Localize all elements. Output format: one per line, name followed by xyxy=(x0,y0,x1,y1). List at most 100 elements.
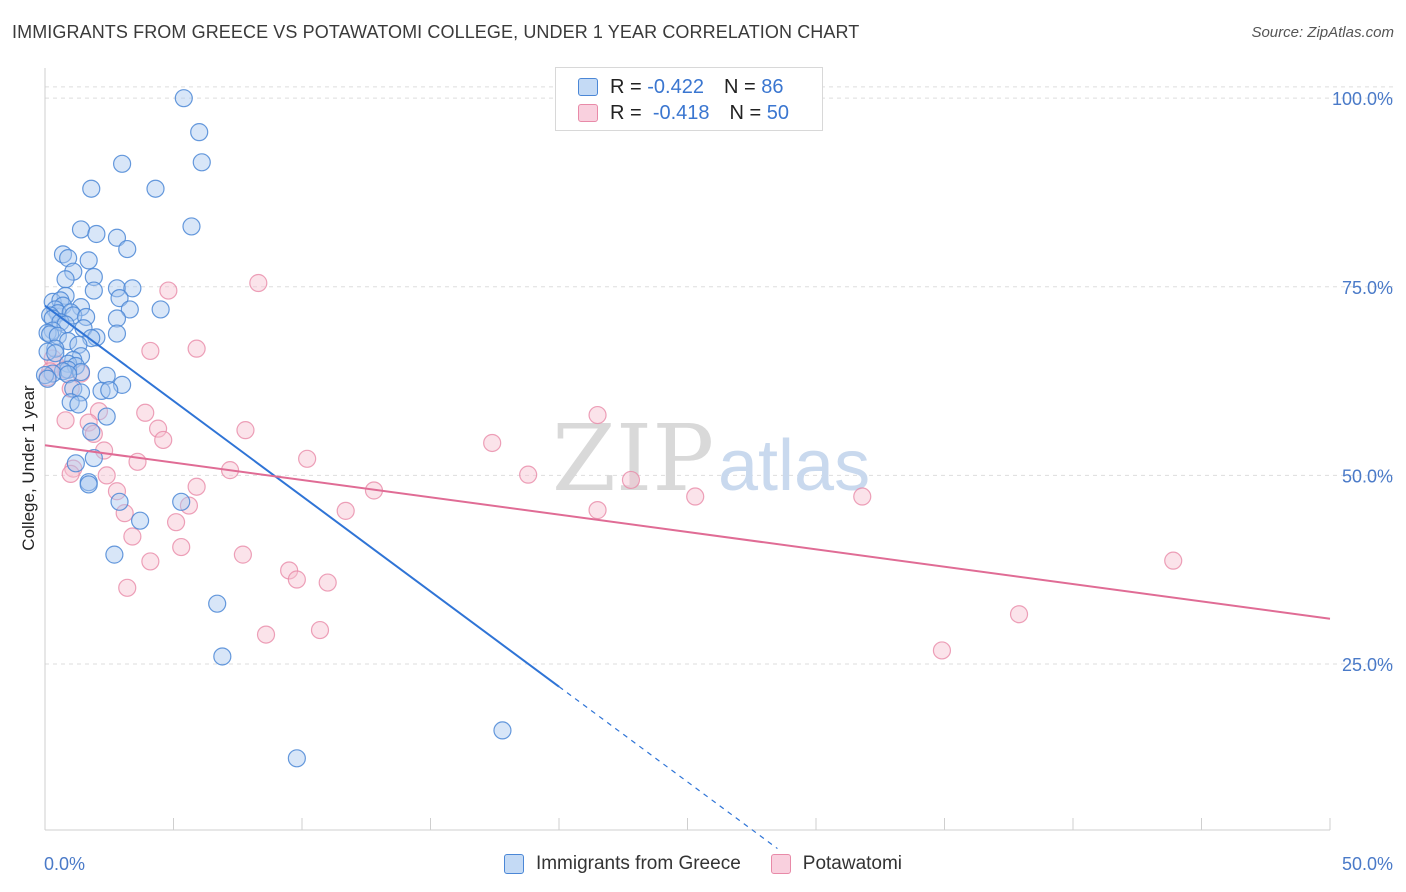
series-legend-label: Potawatomi xyxy=(802,853,903,874)
series-legend: Immigrants from Greece Potawatomi xyxy=(0,852,1406,876)
potawatomi-point xyxy=(128,452,147,471)
legend-n-label: N = xyxy=(729,101,762,124)
potawatomi-point xyxy=(519,465,538,484)
potawatomi-point xyxy=(318,573,337,592)
potawatomi-point xyxy=(287,570,306,589)
greece-point xyxy=(82,422,101,441)
greece-point xyxy=(151,300,170,319)
greece-trend-line xyxy=(44,304,560,688)
potawatomi-point xyxy=(141,341,160,361)
greece-point xyxy=(190,123,209,142)
potawatomi-point xyxy=(686,487,705,506)
greece-point xyxy=(213,647,232,666)
legend-n-label: N = xyxy=(723,75,756,98)
greece-points xyxy=(35,89,512,768)
greece-point xyxy=(107,228,127,247)
greece-point xyxy=(82,179,101,198)
potawatomi-point xyxy=(256,625,276,644)
potawatomi-point xyxy=(172,537,191,557)
potawatomi-point xyxy=(621,470,641,490)
greece-point xyxy=(107,309,127,328)
potawatomi-point xyxy=(56,411,75,430)
greece-point xyxy=(59,249,78,268)
y-axis-label: College, Under 1 year xyxy=(19,385,38,551)
potawatomi-point xyxy=(1164,551,1183,570)
greece-point xyxy=(46,344,65,363)
legend-row-potawatomi: R = -0.418 N = 50 xyxy=(578,101,789,125)
legend-row-greece: R = -0.422 N = 86 xyxy=(578,75,783,99)
potawatomi-point xyxy=(115,504,134,523)
series-legend-greece: Immigrants from Greece xyxy=(503,852,741,876)
potawatomi-point xyxy=(123,527,142,546)
legend-swatch-pink xyxy=(770,854,791,874)
y-tick-label: 75.0% xyxy=(1342,278,1393,298)
legend-r-value: -0.418 xyxy=(652,101,710,124)
potawatomi-point xyxy=(187,477,206,496)
greece-point xyxy=(118,239,137,259)
potawatomi-point xyxy=(159,281,178,300)
series-legend-label: Immigrants from Greece xyxy=(535,853,741,874)
potawatomi-point xyxy=(298,449,317,468)
potawatomi-point xyxy=(1009,605,1029,624)
potawatomi-point xyxy=(107,482,127,501)
watermark-atlas: atlas xyxy=(718,426,870,506)
legend-n-value: 86 xyxy=(761,75,784,98)
greece-point xyxy=(172,492,191,511)
greece-point xyxy=(192,153,211,172)
potawatomi-trend-line xyxy=(44,444,1331,620)
potawatomi-point xyxy=(118,578,137,597)
potawatomi-point xyxy=(310,620,330,640)
chart-title: IMMIGRANTS FROM GREECE VS POTAWATOMI COL… xyxy=(12,22,860,42)
greece-point xyxy=(43,364,62,383)
greece-point xyxy=(84,281,103,300)
greece-point xyxy=(71,220,91,239)
greece-point xyxy=(84,267,103,287)
potawatomi-point xyxy=(483,433,502,453)
greece-point xyxy=(59,365,78,384)
greece-point xyxy=(56,270,75,289)
greece-point xyxy=(182,217,201,236)
potawatomi-point xyxy=(236,421,255,440)
greece-point xyxy=(130,511,150,530)
greece-point xyxy=(69,395,88,414)
legend-n-value: 50 xyxy=(766,101,790,124)
legend-r-value: -0.422 xyxy=(647,75,704,98)
potawatomi-point xyxy=(249,273,268,293)
legend-swatch-blue xyxy=(578,78,598,96)
potawatomi-point xyxy=(588,405,607,425)
greece-point xyxy=(100,381,119,400)
greece-point xyxy=(123,279,142,298)
greece-point xyxy=(77,307,96,327)
greece-point xyxy=(97,407,116,426)
potawatomi-point xyxy=(932,641,952,660)
greece-point xyxy=(66,454,85,473)
potawatomi-point xyxy=(853,487,872,506)
potawatomi-point xyxy=(588,501,607,520)
greece-point xyxy=(107,324,127,343)
potawatomi-point xyxy=(97,466,116,485)
greece-point xyxy=(112,154,132,173)
stats-legend: R = -0.422 N = 86 R = -0.418 N = 50 xyxy=(555,67,823,131)
trend-lines xyxy=(44,304,1331,850)
greece-point xyxy=(146,179,165,198)
greece-point xyxy=(87,224,106,244)
greece-trend-extension xyxy=(558,686,778,850)
series-legend-potawatomi: Potawatomi xyxy=(770,852,903,876)
potawatomi-point xyxy=(336,501,355,520)
greece-point xyxy=(38,369,57,388)
legend-r-label: R = xyxy=(610,75,642,98)
grid-lines xyxy=(45,86,1394,665)
potawatomi-point xyxy=(233,545,252,564)
y-tick-label: 25.0% xyxy=(1342,655,1393,675)
potawatomi-point xyxy=(84,424,103,444)
greece-point xyxy=(110,289,129,308)
legend-swatch-blue xyxy=(503,854,524,874)
potawatomi-point xyxy=(61,464,80,483)
greece-point xyxy=(79,251,98,270)
tick-labels: 25.0% 50.0% 75.0% 100.0% 0.0% 50.0% xyxy=(44,89,1393,874)
greece-point xyxy=(79,475,98,494)
axes xyxy=(44,68,1331,831)
greece-point xyxy=(287,749,306,768)
greece-point xyxy=(38,342,57,361)
